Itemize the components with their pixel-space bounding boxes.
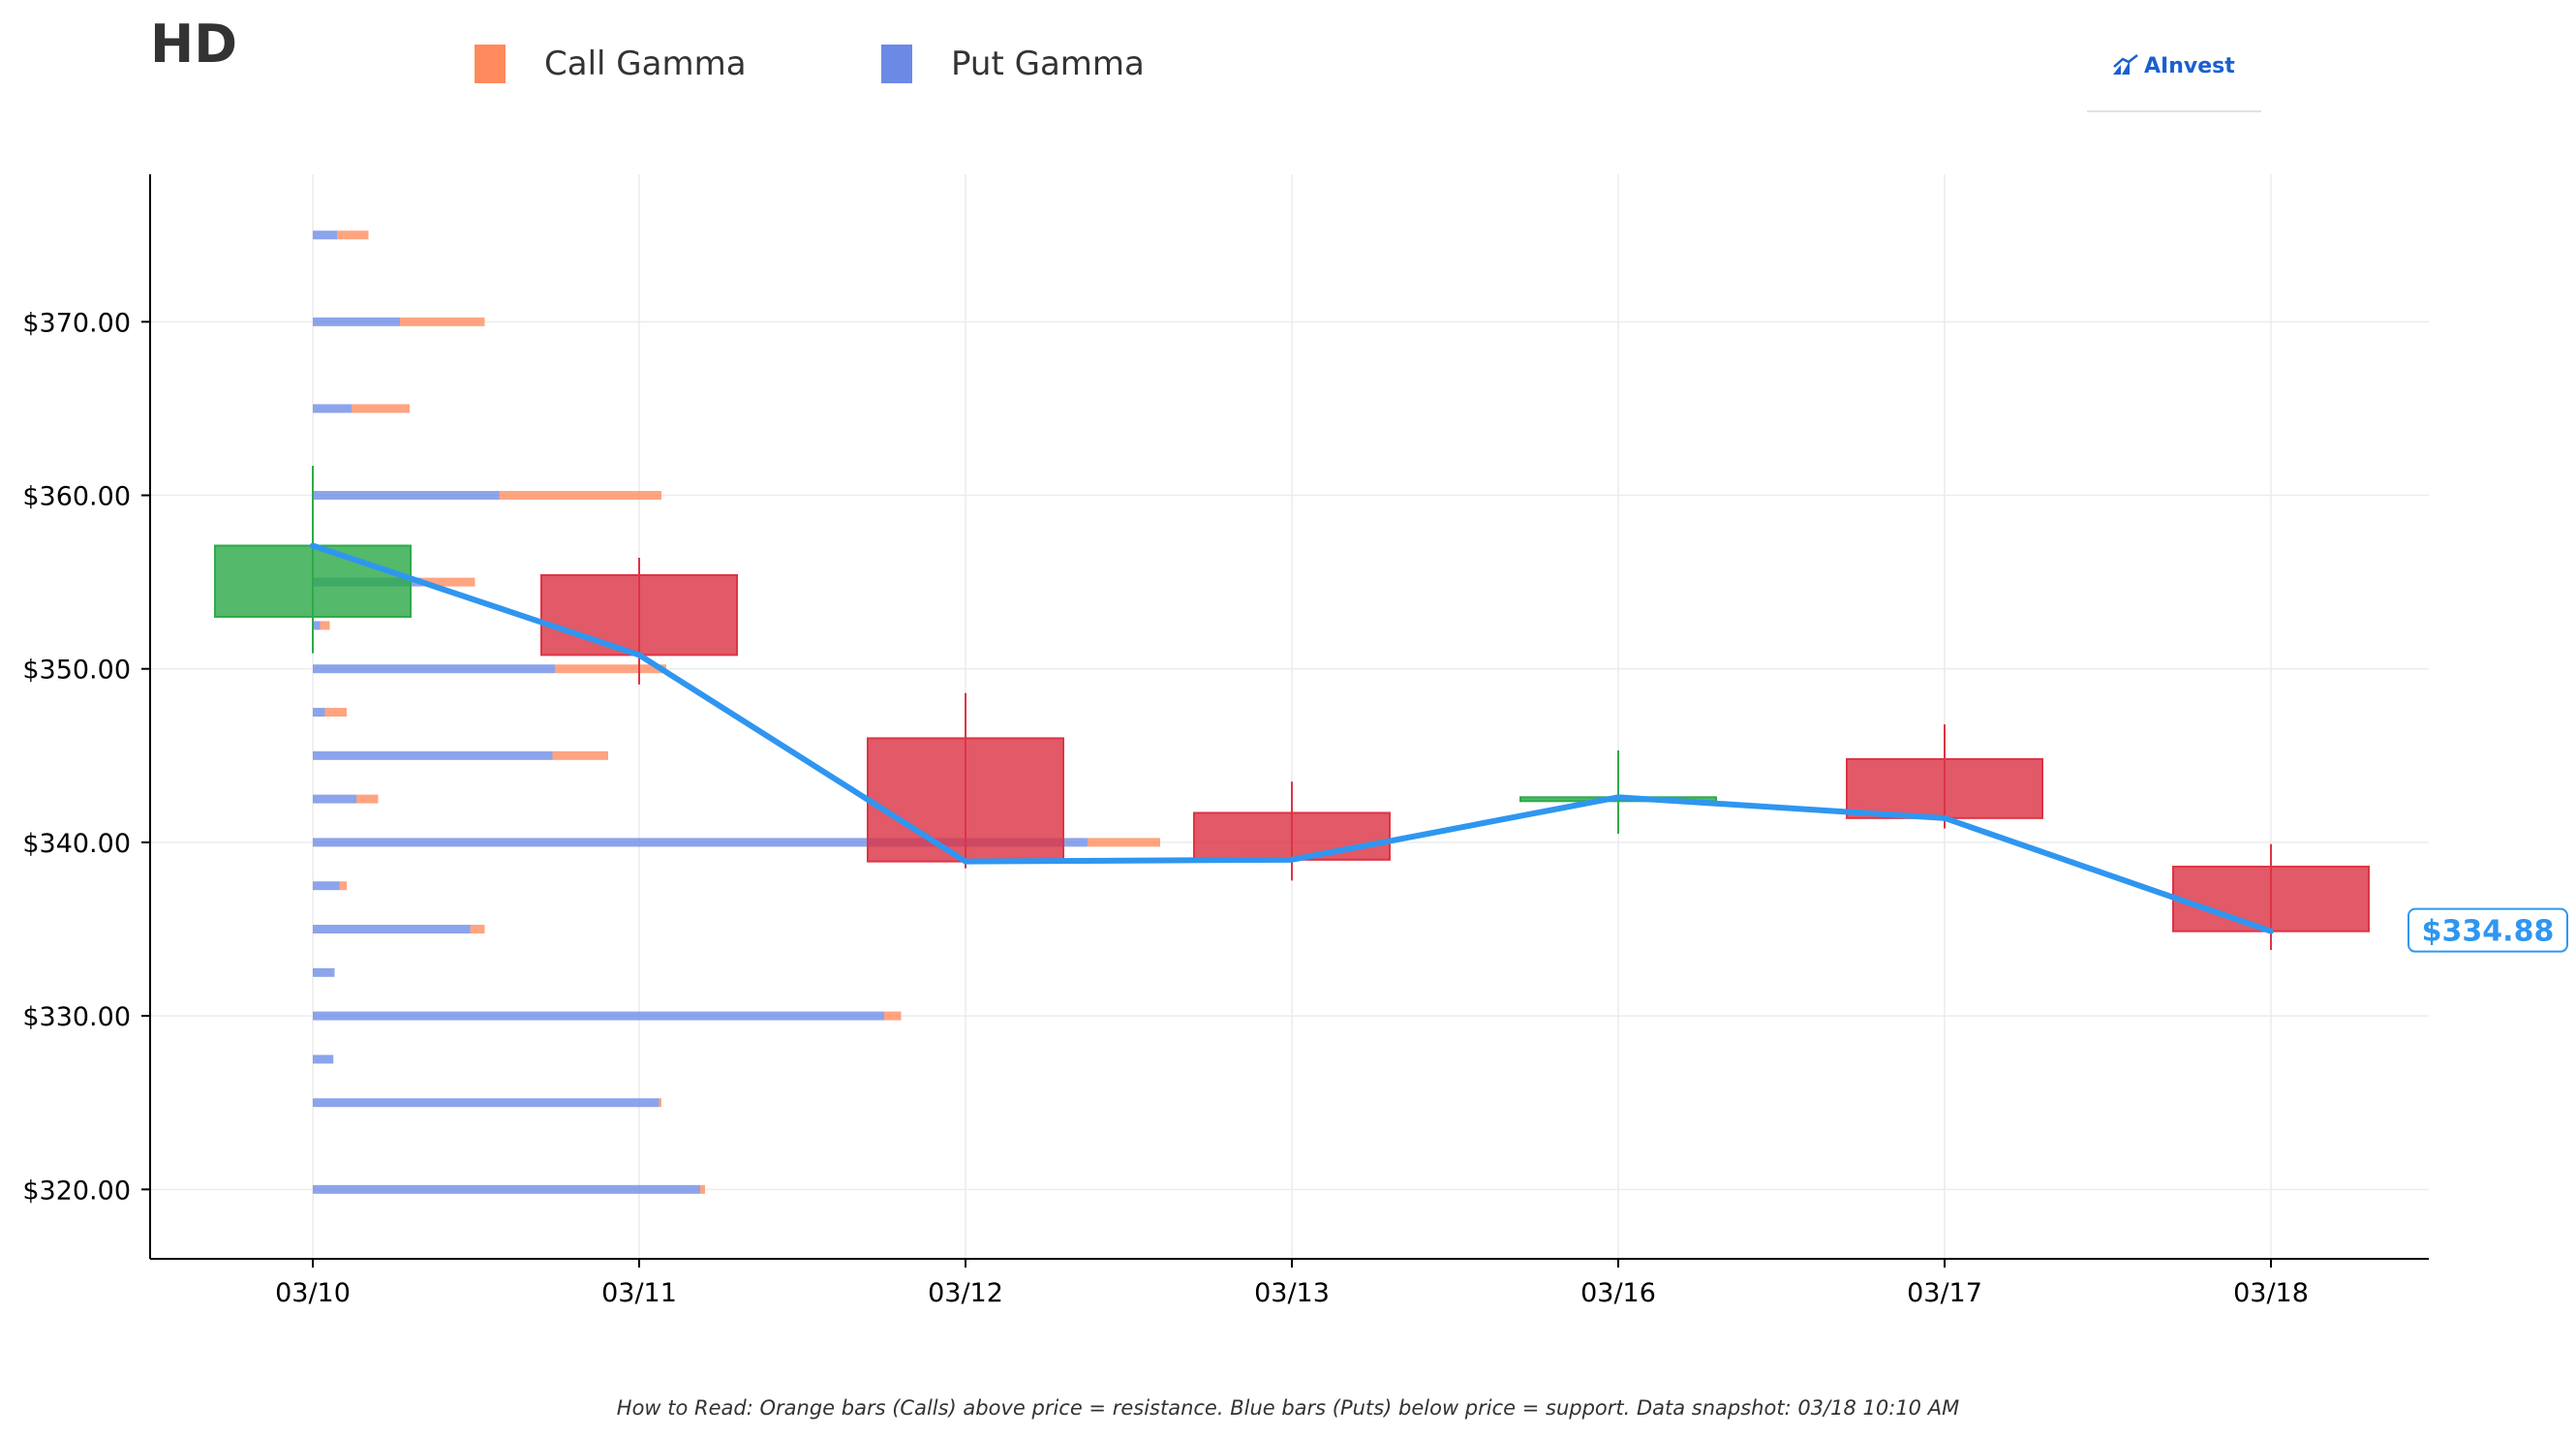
y-tick-label: $370.00 (22, 308, 131, 338)
call-gamma-bar (884, 1011, 902, 1021)
grid (150, 174, 2429, 1259)
candle-body (1193, 811, 1391, 861)
y-tick-label: $340.00 (22, 829, 131, 859)
footnote: How to Read: Orange bars (Calls) above p… (616, 1396, 1960, 1420)
call-gamma-bar (352, 404, 410, 413)
candle-body (540, 573, 738, 657)
axes: $320.00 $330.00 $340.00 $350.00 $360.00 $370.… (22, 174, 2429, 1308)
x-tick-label: 03/10 (275, 1278, 351, 1308)
y-tick-label: $360.00 (22, 482, 131, 512)
logo-mark-icon (2113, 54, 2138, 75)
call-gamma-bar (337, 230, 369, 240)
candles (214, 466, 2370, 951)
call-gamma-bar (552, 750, 608, 760)
call-gamma-bar (339, 881, 347, 891)
ticker-title: HD (150, 14, 238, 75)
logo-divider (2087, 110, 2261, 112)
last-price-label: $334.88 (2422, 915, 2555, 949)
put-gamma-bar (313, 1184, 700, 1194)
y-tick-label: $320.00 (22, 1176, 131, 1206)
x-tick-label: 03/11 (601, 1278, 677, 1308)
logo-text: AInvest (2144, 53, 2235, 78)
last-price-box (2407, 907, 2568, 953)
call-gamma-bar (1088, 838, 1160, 847)
put-gamma-bar (313, 491, 500, 501)
call-gamma-bar (555, 664, 666, 674)
last-price-group: $334.88 (2407, 907, 2568, 953)
candle-body (867, 737, 1064, 863)
put-gamma-bar (313, 230, 337, 240)
call-gamma-bar (400, 317, 485, 326)
put-gamma-bar (313, 708, 325, 718)
legend-label-put-gamma: Put Gamma (951, 45, 1145, 83)
put-gamma-swatch (881, 45, 912, 83)
candle-body (2172, 866, 2370, 933)
x-tick-label: 03/16 (1580, 1278, 1656, 1308)
call-gamma-bar (324, 708, 347, 718)
put-gamma-bar (313, 1011, 884, 1021)
put-gamma-bar (313, 317, 400, 326)
x-tick-label: 03/18 (2233, 1278, 2309, 1308)
call-gamma-bar (470, 925, 485, 934)
legend-label-call-gamma: Call Gamma (544, 45, 747, 83)
call-gamma-bar (356, 794, 379, 804)
x-tick-label: 03/12 (928, 1278, 1003, 1308)
x-tick-label: 03/13 (1254, 1278, 1330, 1308)
legend-item-put-gamma: Put Gamma (881, 35, 1145, 93)
candle-body (1846, 757, 2043, 819)
call-gamma-bar (659, 1098, 661, 1108)
candle-body (214, 544, 412, 618)
call-gamma-bar (700, 1184, 705, 1194)
put-gamma-bar (313, 967, 335, 977)
put-gamma-bar (313, 925, 471, 934)
call-gamma-bar (320, 621, 330, 630)
price-line-group (310, 542, 2274, 934)
put-gamma-bar (313, 1098, 659, 1108)
put-gamma-bar (313, 794, 356, 804)
call-gamma-swatch (475, 45, 506, 83)
put-gamma-bar (313, 664, 555, 674)
y-tick-label: $350.00 (22, 656, 131, 686)
call-gamma-bar (499, 491, 661, 501)
y-tick-label: $330.00 (22, 1002, 131, 1032)
put-gamma-bar (313, 621, 321, 630)
gamma-price-chart: $320.00 $330.00 $340.00 $350.00 $360.00 $370.… (22, 174, 2568, 1308)
gamma-bars (313, 230, 1160, 1194)
legend-item-call-gamma: Call Gamma (475, 35, 747, 93)
call-gamma-bar (421, 577, 475, 587)
x-tick-label: 03/17 (1907, 1278, 1982, 1308)
put-gamma-bar (313, 750, 553, 760)
ainvest-logo: AInvest (2111, 46, 2276, 85)
price-line (310, 542, 2274, 934)
put-gamma-bar (313, 838, 1088, 847)
put-gamma-bar (313, 1055, 334, 1064)
put-gamma-bar (313, 404, 352, 413)
put-gamma-bar (313, 881, 340, 891)
